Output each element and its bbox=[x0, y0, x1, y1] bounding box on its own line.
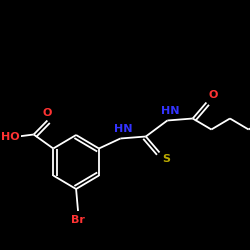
Text: O: O bbox=[43, 108, 52, 118]
Text: S: S bbox=[162, 154, 170, 164]
Text: O: O bbox=[208, 90, 218, 101]
Text: HO: HO bbox=[1, 132, 20, 141]
Text: Br: Br bbox=[71, 215, 85, 225]
Text: HN: HN bbox=[161, 106, 180, 117]
Text: HN: HN bbox=[114, 124, 132, 134]
